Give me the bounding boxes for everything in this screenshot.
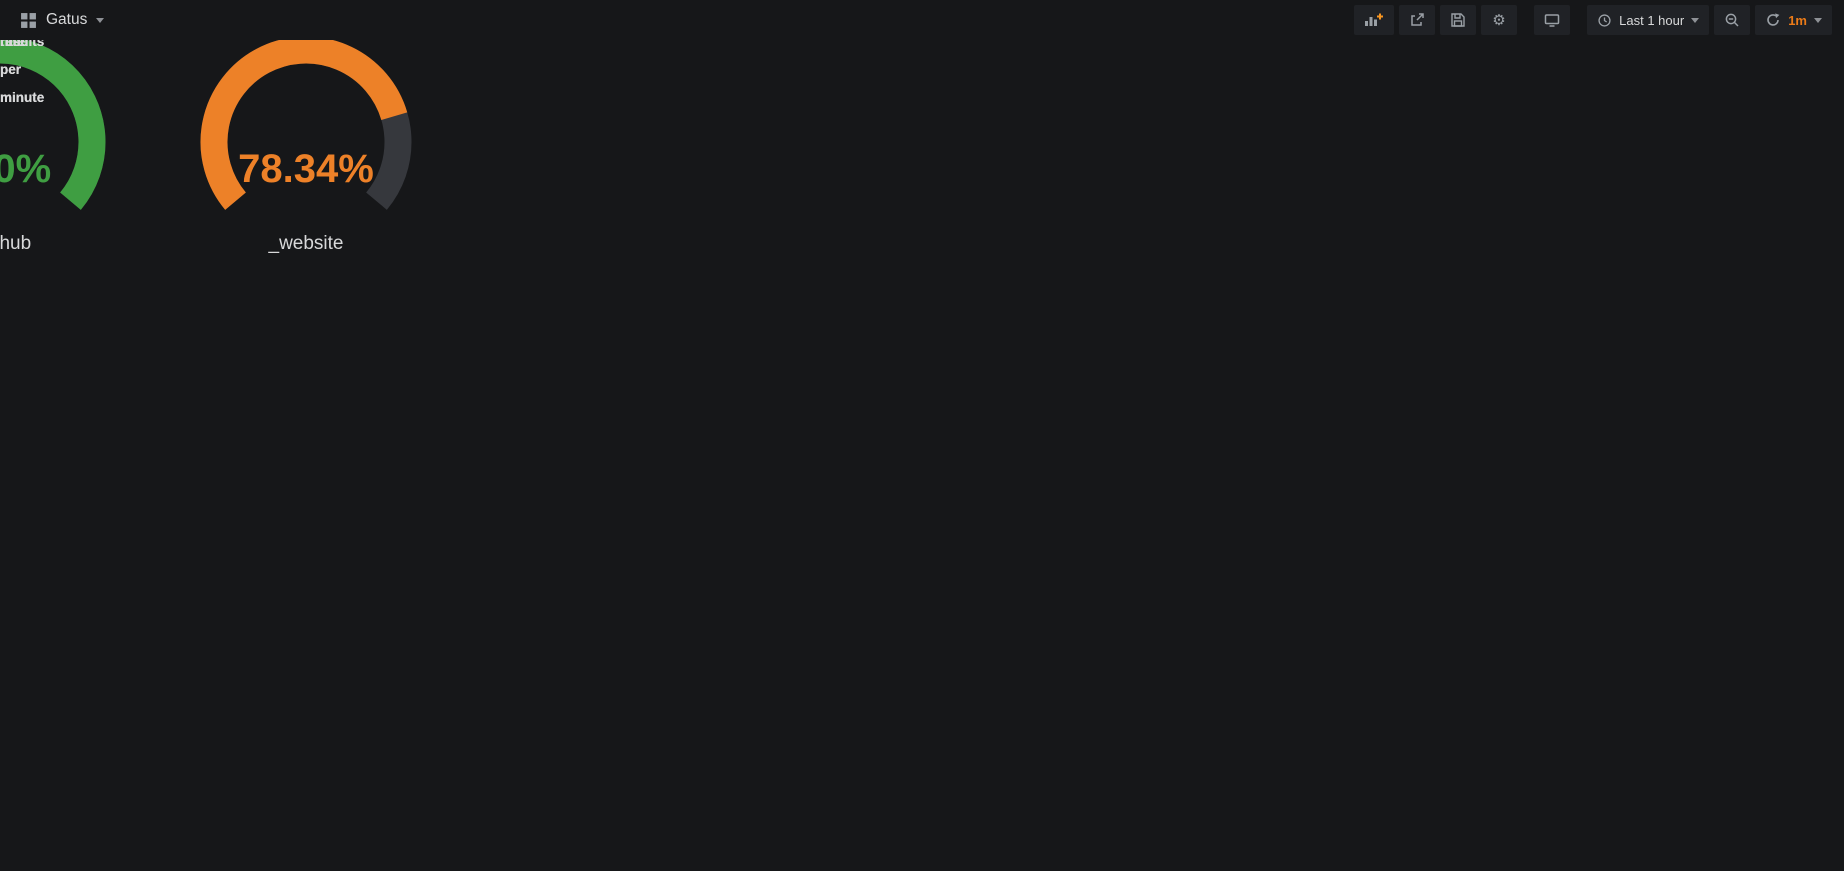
gauge-label: _website (166, 233, 446, 255)
dashboard-grid-icon[interactable] (20, 12, 37, 29)
dashboard-title[interactable]: Gatus (46, 11, 87, 29)
gauge-label: _github (0, 233, 140, 255)
chevron-down-icon[interactable] (96, 18, 104, 23)
time-range-label: Last 1 hour (1619, 13, 1684, 28)
chevron-down-icon (1691, 18, 1699, 23)
add-panel-button[interactable] (1354, 5, 1394, 35)
gear-icon: ⚙ (1491, 12, 1507, 28)
monitor-icon (1544, 12, 1560, 28)
chevron-down-icon (1814, 18, 1822, 23)
refresh-button[interactable]: 1m (1755, 5, 1832, 35)
plus-icon (1377, 14, 1383, 20)
clock-icon (1597, 13, 1612, 28)
cycle-view-button[interactable] (1534, 5, 1570, 35)
refresh-interval-label: 1m (1788, 13, 1807, 28)
refresh-icon (1765, 12, 1781, 28)
zoom-out-button[interactable] (1714, 5, 1750, 35)
save-icon (1450, 12, 1466, 28)
settings-button[interactable]: ⚙ (1481, 5, 1517, 35)
share-icon (1409, 12, 1425, 28)
gauge-value: 78.34% (238, 147, 374, 191)
save-button[interactable] (1440, 5, 1476, 35)
gauge-_website: 78.34% _website (166, 30, 446, 255)
time-range-picker[interactable]: Last 1 hour (1587, 5, 1709, 35)
share-button[interactable] (1399, 5, 1435, 35)
svg-text:⚙: ⚙ (1492, 12, 1505, 28)
navbar: Gatus ⚙ (0, 0, 1844, 40)
zoom-out-icon (1724, 12, 1740, 28)
gauge-_github: 100% _github (0, 30, 140, 255)
gauge-value: 100% (0, 147, 51, 191)
